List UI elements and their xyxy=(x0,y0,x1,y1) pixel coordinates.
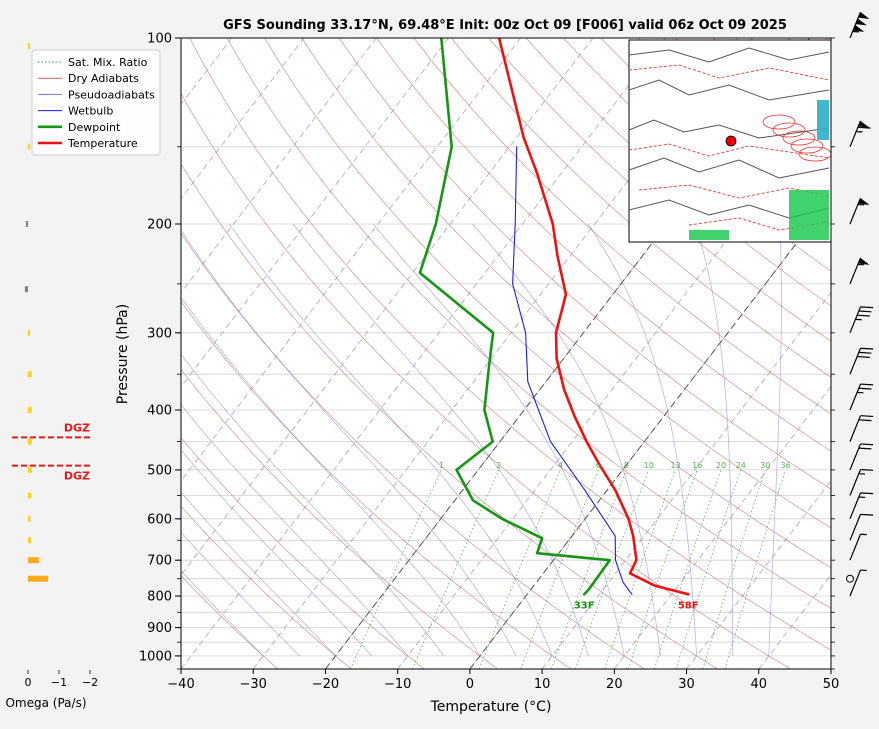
y-tick-label: 800 xyxy=(147,590,172,605)
y-tick-label: 400 xyxy=(147,404,172,419)
omega-bar xyxy=(28,144,30,150)
y-axis-label: Pressure (hPa) xyxy=(115,304,131,404)
omega-bar xyxy=(28,43,30,49)
x-tick-label: 10 xyxy=(534,677,551,692)
omega-bar xyxy=(28,407,32,413)
inset-precip xyxy=(689,230,729,240)
inset-location-marker xyxy=(726,136,736,146)
mixing-ratio-label: 4 xyxy=(558,461,563,470)
x-tick-label: 40 xyxy=(751,677,768,692)
omega-bar xyxy=(28,557,39,563)
y-tick-label: 300 xyxy=(147,326,172,341)
inset-map xyxy=(629,40,831,242)
mixing-ratio-label: 1 xyxy=(439,461,444,470)
y-tick-label: 700 xyxy=(147,554,172,569)
legend-label: Dewpoint xyxy=(68,121,121,134)
omega-tick-label: 0 xyxy=(25,676,32,689)
mixing-ratio-label: 30 xyxy=(760,461,770,470)
y-tick-label: 100 xyxy=(147,32,172,47)
omega-bar xyxy=(28,492,31,498)
omega-tick-label: −2 xyxy=(82,676,98,689)
mixing-ratio-label: 2 xyxy=(496,461,501,470)
x-tick-label: −30 xyxy=(240,677,267,692)
y-tick-label: 200 xyxy=(147,218,172,233)
inset-precip xyxy=(817,100,829,140)
x-tick-label: −20 xyxy=(312,677,339,692)
mixing-ratio-label: 24 xyxy=(736,461,746,470)
x-tick-label: 20 xyxy=(606,677,623,692)
x-tick-label: −10 xyxy=(384,677,411,692)
omega-bar xyxy=(28,516,30,522)
x-tick-label: 0 xyxy=(466,677,474,692)
omega-bar xyxy=(28,537,31,543)
legend-label: Wetbulb xyxy=(68,105,113,118)
legend: Sat. Mix. Ratio Dry Adiabats Pseudoadiabat… xyxy=(32,50,160,155)
mixing-ratio-label: 6 xyxy=(596,461,601,470)
omega-bar xyxy=(28,330,30,336)
dgz-label: DGZ xyxy=(64,421,90,434)
legend-label: Pseudoadiabats xyxy=(68,88,155,101)
surface-label: 58F xyxy=(678,600,699,611)
omega-tick-label: −1 xyxy=(51,676,67,689)
mixing-ratio-label: 13 xyxy=(670,461,680,470)
omega-bar xyxy=(28,576,48,582)
omega-bar xyxy=(28,439,32,445)
legend-label: Temperature xyxy=(67,137,138,150)
omega-bar xyxy=(26,221,28,227)
mixing-ratio-label: 8 xyxy=(624,461,629,470)
omega-bar xyxy=(28,371,32,377)
x-tick-label: 30 xyxy=(678,677,695,692)
dgz-label: DGZ xyxy=(64,470,90,483)
mixing-ratio-label: 20 xyxy=(716,461,726,470)
x-axis-label: Temperature (°C) xyxy=(430,699,552,715)
omega-bar xyxy=(25,286,28,292)
omega-axis-label: Omega (Pa/s) xyxy=(5,696,86,710)
y-tick-label: 1000 xyxy=(139,649,172,664)
omega-bar xyxy=(28,467,32,473)
mixing-ratio-label: 10 xyxy=(644,461,654,470)
surface-label: 33F xyxy=(574,600,595,611)
y-tick-label: 600 xyxy=(147,512,172,527)
mixing-ratio-label: 36 xyxy=(781,461,791,470)
mixing-ratio-label: 16 xyxy=(692,461,702,470)
inset-precip xyxy=(789,190,829,240)
legend-label: Dry Adiabats xyxy=(68,72,139,85)
x-tick-label: −40 xyxy=(167,677,194,692)
y-tick-label: 500 xyxy=(147,463,172,478)
x-tick-label: 50 xyxy=(823,677,840,692)
y-tick-label: 900 xyxy=(147,621,172,636)
legend-label: Sat. Mix. Ratio xyxy=(68,56,148,69)
chart-title: GFS Sounding 33.17°N, 69.48°E Init: 00z … xyxy=(223,18,787,33)
